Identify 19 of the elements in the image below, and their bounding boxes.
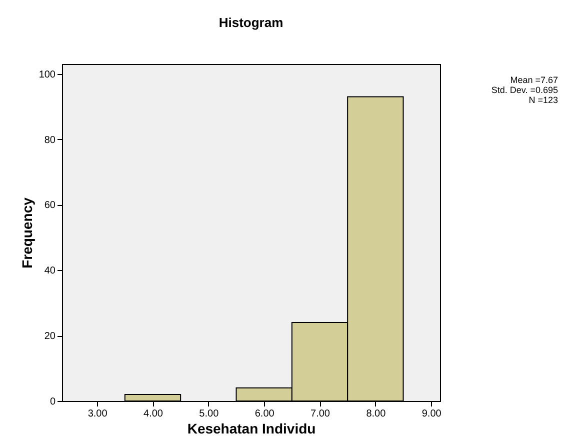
x-tick-label: 3.00 [88, 408, 108, 420]
y-tick-label: 0 [50, 396, 56, 408]
x-tick-label: 6.00 [254, 408, 275, 420]
y-tick-label: 80 [44, 134, 56, 146]
y-tick-label: 60 [44, 200, 56, 212]
y-axis-title: Frequency [18, 197, 35, 268]
y-tick-label: 40 [44, 266, 56, 277]
y-tick-label: 100 [38, 69, 56, 80]
text: Mean =7.67 [510, 75, 558, 85]
x-tick-label: 4.00 [144, 408, 164, 420]
x-tick-label: 9.00 [422, 408, 442, 420]
x-tick-label: 8.00 [366, 408, 386, 420]
text: Std. Dev. =0.695 [491, 85, 558, 95]
x-tick-label: 7.00 [310, 408, 330, 420]
x-tick-label: 5.00 [199, 408, 220, 420]
chart-title: Histogram [218, 15, 284, 30]
text: N =123 [528, 95, 558, 105]
y-tick-label: 20 [44, 331, 56, 342]
x-axis-title: Kesehatan Individu [187, 420, 316, 436]
